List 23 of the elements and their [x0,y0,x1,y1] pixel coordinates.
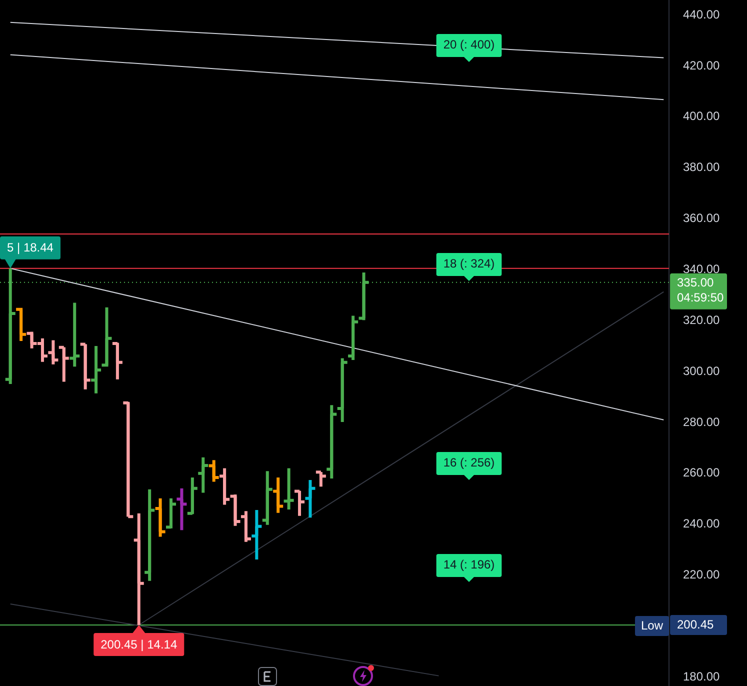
annotation: 18 (: 324) [443,256,495,270]
y-tick-label: 360.00 [683,211,720,226]
annotation: 20 (: 400) [443,37,495,52]
y-tick-label: 440.00 [683,7,720,22]
annotation: Low [640,618,664,632]
y-tick-label: 240.00 [683,516,720,531]
y-tick-label: 180.00 [683,669,720,684]
y-tick-label: 400.00 [683,109,720,124]
ref-line-label: 335.00 [677,276,714,290]
annotation: 16 (: 256) [443,455,495,470]
y-tick-label: 300.00 [683,364,720,378]
annotation: 5 | 18.44 [6,240,54,255]
y-tick-label: 220.00 [683,568,720,582]
y-tick-label: 280.00 [683,414,720,429]
text: 04:59:50 [677,290,724,304]
ref-line-label: 200.45 [677,617,714,632]
annotation: 200.45 | 14.14 [100,637,178,652]
y-tick-label: 420.00 [683,58,720,72]
y-tick-label: 260.00 [683,466,720,480]
y-tick-label: 380.00 [683,160,720,174]
annotation: 14 (: 196) [443,557,495,572]
y-tick-label: 340.00 [683,262,720,276]
y-tick-label: 320.00 [683,312,720,327]
